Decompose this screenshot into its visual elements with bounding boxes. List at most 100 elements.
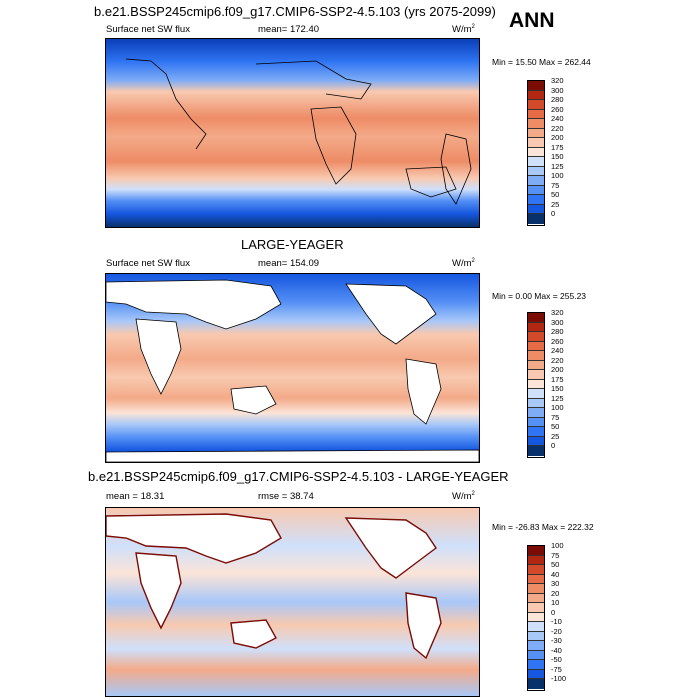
panel3-swatch <box>528 631 544 641</box>
panel3-land-eurasia <box>106 513 282 564</box>
panel2-tick: 240 <box>551 345 564 355</box>
panel1-swatch <box>528 176 544 186</box>
panel1-swatch <box>528 90 544 100</box>
panel1-variable: Surface net SW flux <box>106 24 190 35</box>
panel2-land-eurasia <box>106 279 282 330</box>
panel2-swatch <box>528 427 544 437</box>
panel3-rmse: rmse = 38.74 <box>258 491 314 502</box>
panel1-swatch <box>528 185 544 195</box>
panel2-land-south-america <box>405 358 442 425</box>
panel3-swatch <box>528 612 544 622</box>
panel1-tick: 100 <box>551 170 564 180</box>
panel2-tick: 280 <box>551 326 564 336</box>
panel1-swatch <box>528 147 544 157</box>
panel3-land-australia <box>230 619 277 649</box>
panel1-swatch <box>528 138 544 148</box>
panel3-map <box>105 507 480 697</box>
panel3-land-africa <box>135 552 182 630</box>
panel1-swatch <box>528 119 544 129</box>
panel2-swatch <box>528 360 544 370</box>
panel3-mean: mean = 18.31 <box>106 491 164 502</box>
panel3-rmse-value: 38.74 <box>289 491 314 502</box>
panel1-swatch <box>528 166 544 176</box>
panel3-swatch <box>528 565 544 575</box>
panel2-swatch <box>528 351 544 361</box>
panel3-tick: 50 <box>551 559 560 569</box>
panel3-colorbar <box>527 545 545 691</box>
panel1-title: b.e21.BSSP245cmip6.f09_g17.CMIP6-SSP2-4.… <box>94 4 496 19</box>
panel1-tick: 200 <box>551 132 564 142</box>
panel1-swatch <box>528 100 544 110</box>
panel1-units: W/m2 <box>452 24 475 36</box>
panel1-tick: 75 <box>551 180 560 190</box>
panel1-map <box>105 38 480 228</box>
panel1-colorbar-labels: 320 300 280 260 240 220 200 175 150 125 … <box>551 71 564 218</box>
panel2-tick: 50 <box>551 421 560 431</box>
panel2-swatch <box>528 417 544 427</box>
panel1-coastline-africa <box>310 106 357 185</box>
panel1-tick: 280 <box>551 94 564 104</box>
panel3-tick: -30 <box>551 635 562 645</box>
panel2-tick: 320 <box>551 307 564 317</box>
panel2-land-antarctica <box>106 449 479 462</box>
panel3-tick: 40 <box>551 569 560 579</box>
panel2-swatch <box>528 341 544 351</box>
panel3-swatch <box>528 641 544 651</box>
panel2-tick: 0 <box>551 440 556 450</box>
panel2-title: LARGE-YEAGER <box>241 237 344 252</box>
panel2-tick: 260 <box>551 336 564 346</box>
panel2-colorbar-labels: 320 300 280 260 240 220 200 175 150 125 … <box>551 303 564 450</box>
panel3-land-south-america <box>405 592 442 660</box>
panel3-tick: -20 <box>551 626 562 636</box>
panel2-land-africa <box>135 318 182 395</box>
panel3-tick: 30 <box>551 578 560 588</box>
panel2-swatch <box>528 322 544 332</box>
panel3-minmax: Min = -26.83 Max = 222.32 <box>492 522 594 532</box>
panel2-minmax: Min = 0.00 Max = 255.23 <box>492 291 587 301</box>
panel2-tick: 125 <box>551 393 564 403</box>
panel2-swatch <box>528 313 544 323</box>
panel1-swatch <box>528 109 544 119</box>
panel3-mean-label: mean = <box>106 491 138 502</box>
panel1-tick: 220 <box>551 123 564 133</box>
panel2-tick: 25 <box>551 431 560 441</box>
panel2-mean-value: 154.09 <box>289 258 320 269</box>
panel3-tick: 100 <box>551 540 564 550</box>
panel3-swatch <box>528 669 544 679</box>
panel3-tick: 20 <box>551 588 560 598</box>
panel3-tick: 0 <box>551 607 556 617</box>
panel2-land-australia <box>230 385 277 415</box>
panel1-tick: 300 <box>551 85 564 95</box>
panel1-tick: 0 <box>551 208 556 218</box>
panel1-swatch <box>528 81 544 91</box>
panel2-tick: 150 <box>551 383 564 393</box>
panel2-colorbar <box>527 312 545 458</box>
panel3-swatch <box>528 660 544 670</box>
panel2-swatch <box>528 389 544 399</box>
panel3-rmse-label: rmse = <box>258 491 288 502</box>
panel2-swatch <box>528 332 544 342</box>
panel1-swatch <box>528 214 544 224</box>
panel3-tick: -100 <box>551 673 567 683</box>
panel3-swatch <box>528 574 544 584</box>
panel1-field <box>106 39 479 227</box>
panel1-coastline-eurasia <box>255 60 372 100</box>
panel2-map <box>105 273 480 463</box>
panel3-tick: 75 <box>551 550 560 560</box>
panel2-swatch <box>528 436 544 446</box>
panel1-tick: 50 <box>551 189 560 199</box>
panel2-land-north-america <box>345 283 437 345</box>
panel3-colorbar-labels: 100 75 50 40 30 20 10 0 -10 -20 -30 -40 … <box>551 536 566 683</box>
panel2-mean: mean= 154.09 <box>258 258 319 269</box>
panel2-variable: Surface net SW flux <box>106 258 190 269</box>
panel3-swatch <box>528 622 544 632</box>
panel3-swatch <box>528 650 544 660</box>
panel3-units: W/m2 <box>452 491 475 503</box>
panel2-tick: 100 <box>551 402 564 412</box>
panel3-swatch <box>528 546 544 556</box>
panel1-tick: 240 <box>551 113 564 123</box>
panel3-tick: -75 <box>551 664 562 674</box>
panel1-swatch <box>528 128 544 138</box>
panel1-tick: 175 <box>551 142 564 152</box>
panel2-swatch <box>528 398 544 408</box>
